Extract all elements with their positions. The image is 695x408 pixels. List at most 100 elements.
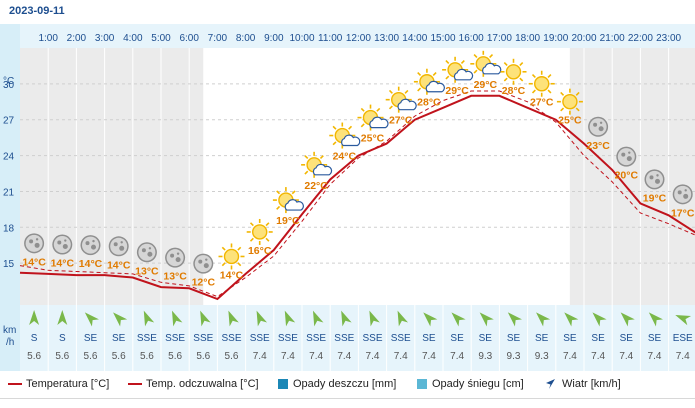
wind-direction-label: SE: [112, 333, 126, 344]
wind-arrow-shape: [284, 310, 296, 327]
moon-crater: [649, 175, 654, 180]
wind-speed-label: 7.4: [281, 351, 295, 362]
feels-like-line-swatch: [128, 383, 142, 386]
hour-label: 9:00: [264, 33, 284, 44]
sun-icon: [246, 218, 273, 245]
wind-direction-label: S: [31, 333, 38, 344]
wind-arrow-icon: [620, 312, 635, 327]
sun-icon: [528, 70, 555, 97]
cloud-shape: [312, 163, 333, 176]
moon-icon: [616, 146, 637, 167]
sun-ray: [432, 71, 437, 76]
wind-arrow-icon: [546, 379, 555, 390]
sun-ray: [519, 77, 524, 82]
legend-snow[interactable]: Opady śniegu [cm]: [417, 378, 524, 390]
night-band: [569, 48, 695, 305]
wind-speed-label: 7.4: [366, 351, 380, 362]
wind-arrow-icon: [451, 312, 466, 327]
hour-label: 15:00: [430, 33, 455, 44]
moon-face: [138, 243, 156, 261]
legend-temperature[interactable]: Temperatura [°C]: [8, 378, 109, 390]
moon-face: [25, 234, 43, 252]
sun-cloud-icon: [470, 50, 502, 77]
sun-ray: [319, 155, 324, 160]
moon-crater: [683, 193, 689, 199]
moon-face: [194, 255, 212, 273]
y-tick-label: 27: [3, 116, 15, 127]
sun-ray: [575, 107, 580, 112]
sun-cloud-icon: [357, 104, 389, 131]
moon-icon: [108, 236, 129, 257]
wind-direction-label: SE: [535, 333, 549, 344]
hours-row: [20, 24, 695, 48]
sun-ray: [360, 123, 365, 128]
wind-arrow-icon: [143, 310, 155, 327]
legend-wind[interactable]: Wiatr [km/h]: [545, 378, 621, 390]
sun-ray: [348, 125, 353, 130]
temperature-data-label: 12°C: [192, 277, 216, 289]
moon-face: [617, 148, 635, 166]
snow-swatch: [417, 379, 427, 390]
sun-ray: [304, 155, 309, 160]
legend-temperature-label: Temperatura [°C]: [26, 378, 110, 390]
temperature-data-label: 20°C: [615, 170, 639, 182]
moon-face: [646, 170, 663, 188]
hour-label: 23:00: [656, 33, 681, 44]
sun-ray: [445, 60, 450, 64]
hour-label: 17:00: [487, 33, 512, 44]
cloud-shape: [482, 62, 502, 75]
legend-rain[interactable]: Opady deszczu [mm]: [278, 378, 396, 390]
legend-feels-like[interactable]: Temp. odczuwalna [°C]: [128, 378, 259, 390]
hour-label: 16:00: [459, 33, 484, 44]
wind-arrow-shape: [228, 310, 239, 327]
wind-direction-label: SE: [648, 333, 662, 344]
temperature-data-label: 28°C: [417, 97, 441, 109]
hour-label: 8:00: [236, 33, 256, 44]
wind-arrow-icon: [228, 310, 239, 327]
wind-speed-label: 5.6: [55, 351, 69, 362]
wind-arrow-shape: [479, 312, 494, 327]
moon-crater: [626, 156, 632, 162]
wind-arrow-icon: [369, 310, 380, 327]
moon-crater: [203, 263, 209, 269]
sun-disc: [223, 248, 240, 265]
temperature-data-label: 27°C: [530, 97, 554, 109]
y-tick-label: 18: [3, 223, 15, 234]
wind-speed-label: 7.4: [309, 351, 323, 362]
hour-label: 10:00: [289, 33, 314, 44]
wind-direction-label: SE: [479, 333, 493, 344]
wind-speed-label: 9.3: [478, 351, 492, 362]
sun-disc: [505, 64, 522, 80]
sun-disc: [252, 224, 268, 240]
sun-ray: [265, 222, 270, 227]
wind-direction-label: SSE: [278, 333, 298, 344]
wind-direction-label: S: [59, 333, 66, 344]
y-tick-label: 15: [3, 259, 15, 270]
wind-arrow-shape: [57, 310, 68, 325]
hour-label: 6:00: [179, 33, 199, 44]
moon-crater: [64, 239, 67, 242]
wind-direction-label: SSE: [137, 333, 157, 344]
hour-label: 5:00: [151, 33, 171, 44]
sun-ray: [388, 89, 393, 94]
sun-ray: [376, 107, 381, 112]
wind-speed-label: 5.6: [27, 351, 41, 362]
moon-crater: [205, 258, 208, 261]
hour-label: 3:00: [95, 33, 115, 44]
temperature-line-swatch: [8, 383, 22, 386]
moon-face: [166, 249, 184, 267]
sun-ray: [560, 91, 565, 96]
sun-ray: [460, 60, 465, 64]
wind-arrow-shape: [341, 310, 352, 327]
wind-direction-label: SE: [507, 333, 521, 344]
sun-ray: [249, 237, 254, 242]
feels-like-line: [19, 90, 695, 298]
wind-arrow-icon: [312, 310, 324, 327]
temperature-data-label: 13°C: [135, 265, 159, 277]
legend-rain-label: Opady deszczu [mm]: [293, 378, 397, 390]
sun-ray: [519, 62, 524, 66]
wind-speed-label: 5.6: [168, 351, 182, 362]
moon-crater: [593, 122, 598, 127]
temperature-unit-label: °C: [3, 76, 14, 87]
moon-crater: [119, 245, 125, 251]
